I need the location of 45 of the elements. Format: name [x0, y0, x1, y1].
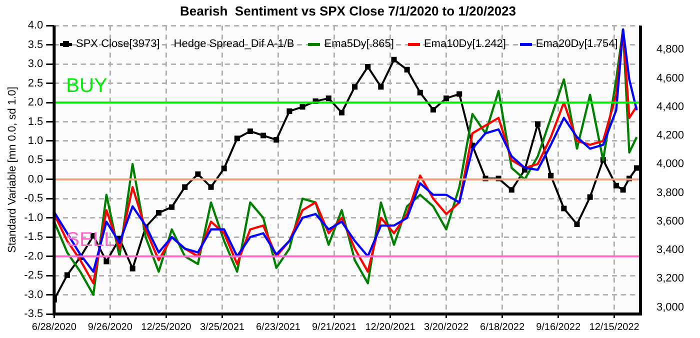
y2-tick-label: 4,800: [656, 44, 684, 56]
y-tick-label: 4.0: [28, 20, 44, 32]
y-tick-label: 2.0: [28, 96, 44, 109]
x-tick-label: 3/25/2021: [200, 322, 245, 333]
x-tick-label: 12/20/2021: [365, 322, 416, 333]
legend-label: SPX Close[3973]: [76, 38, 160, 50]
y2-tick-label: 3,000: [656, 301, 684, 314]
x-tick-label: 6/28/2020: [32, 322, 77, 333]
y-tick-label: 3.0: [28, 58, 44, 70]
legend-label: Ema5Dy[.865]: [324, 38, 394, 50]
x-tick-label: 9/21/2021: [312, 322, 357, 333]
y-tick-label: -0.5: [24, 192, 44, 205]
y-tick-label: -1.5: [24, 231, 44, 244]
x-tick-label: 12/15/2022: [589, 322, 640, 333]
y-tick-label: -2.5: [24, 270, 44, 282]
x-tick-label: 6/23/2021: [256, 322, 301, 333]
y-tick-label: -3.0: [24, 288, 44, 301]
y-tick-label: 0.5: [28, 154, 44, 166]
x-tick-label: 12/25/2020: [141, 322, 192, 333]
legend-label: Ema10Dy[1.242]: [424, 38, 506, 50]
y2-tick-label: 4,400: [656, 100, 684, 113]
y2-tick-label: 4,000: [656, 158, 684, 170]
legend-label: Ema20Dy[1.754]: [536, 38, 618, 50]
x-tick-label: 9/26/2020: [88, 322, 133, 333]
y-tick-label: 2.5: [28, 77, 44, 90]
ref-line-label: BUY: [66, 75, 108, 98]
x-tick-label: 6/18/2022: [480, 322, 525, 333]
y2-tick-label: 4,200: [656, 130, 684, 142]
y-tick-label: 0.0: [28, 173, 44, 186]
y-tick-label: -2.0: [24, 250, 44, 262]
y2-tick-label: 4,600: [656, 72, 684, 84]
y-tick-label: 1.0: [28, 134, 44, 147]
x-tick-label: 3/20/2022: [424, 322, 469, 333]
legend-title: Hedge Spread_Dif A-1/B: [174, 38, 294, 50]
x-tick-label: 9/16/2022: [536, 322, 581, 333]
y2-tick-label: 3,600: [656, 215, 684, 228]
y-tick-label: 3.5: [28, 38, 44, 51]
y-tick-label: 1.5: [28, 116, 44, 128]
y-tick-label: -1.0: [24, 212, 44, 224]
y2-tick-label: 3,400: [656, 244, 684, 256]
y-axis-title: Standard Variable [mn 0.0, sd 1.0]: [6, 86, 19, 253]
y2-tick-label: 3,800: [656, 186, 684, 199]
y2-tick-label: 3,200: [656, 272, 684, 285]
chart-title: Bearish Sentiment vs SPX Close 7/1/2020 to 1/20/2023: [180, 3, 516, 18]
y-tick-label: -3.5: [24, 308, 44, 320]
